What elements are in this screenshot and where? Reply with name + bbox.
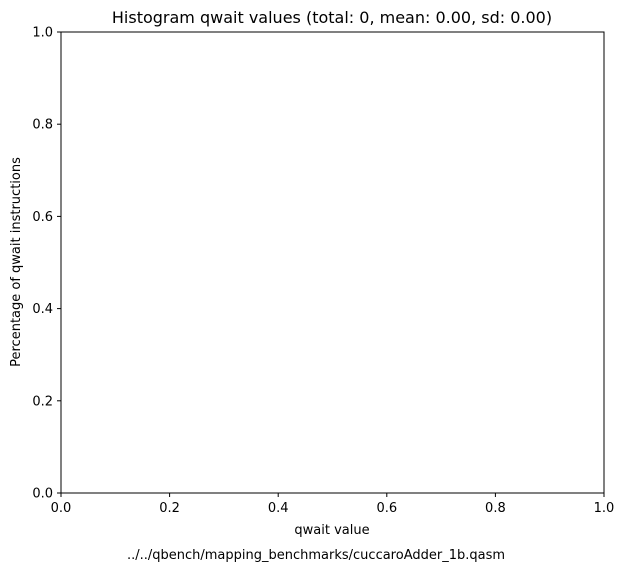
- y-axis-label: Percentage of qwait instructions: [9, 157, 24, 367]
- x-tick-label: 0.0: [51, 501, 72, 516]
- x-tick-label: 0.8: [485, 501, 506, 516]
- x-tick-label: 1.0: [594, 501, 615, 516]
- x-tick-label: 0.6: [376, 501, 397, 516]
- x-axis-ticks: 0.0 0.2 0.4 0.6 0.8 1.0: [51, 493, 615, 516]
- y-tick-label: 0.4: [32, 302, 53, 317]
- file-caption: ../../qbench/mapping_benchmarks/cuccaroA…: [127, 548, 505, 563]
- y-tick-label: 0.0: [32, 487, 53, 502]
- y-axis-ticks: 0.0 0.2 0.4 0.6 0.8 1.0: [32, 26, 61, 502]
- y-tick-label: 1.0: [32, 26, 53, 41]
- y-tick-label: 0.8: [32, 118, 53, 133]
- x-axis-label: qwait value: [294, 523, 369, 538]
- chart-title: Histogram qwait values (total: 0, mean: …: [112, 8, 552, 27]
- y-tick-label: 0.6: [32, 210, 53, 225]
- x-tick-label: 0.2: [159, 501, 180, 516]
- plot-area: [60, 31, 605, 494]
- x-tick-label: 0.4: [268, 501, 289, 516]
- y-tick-label: 0.2: [32, 394, 53, 409]
